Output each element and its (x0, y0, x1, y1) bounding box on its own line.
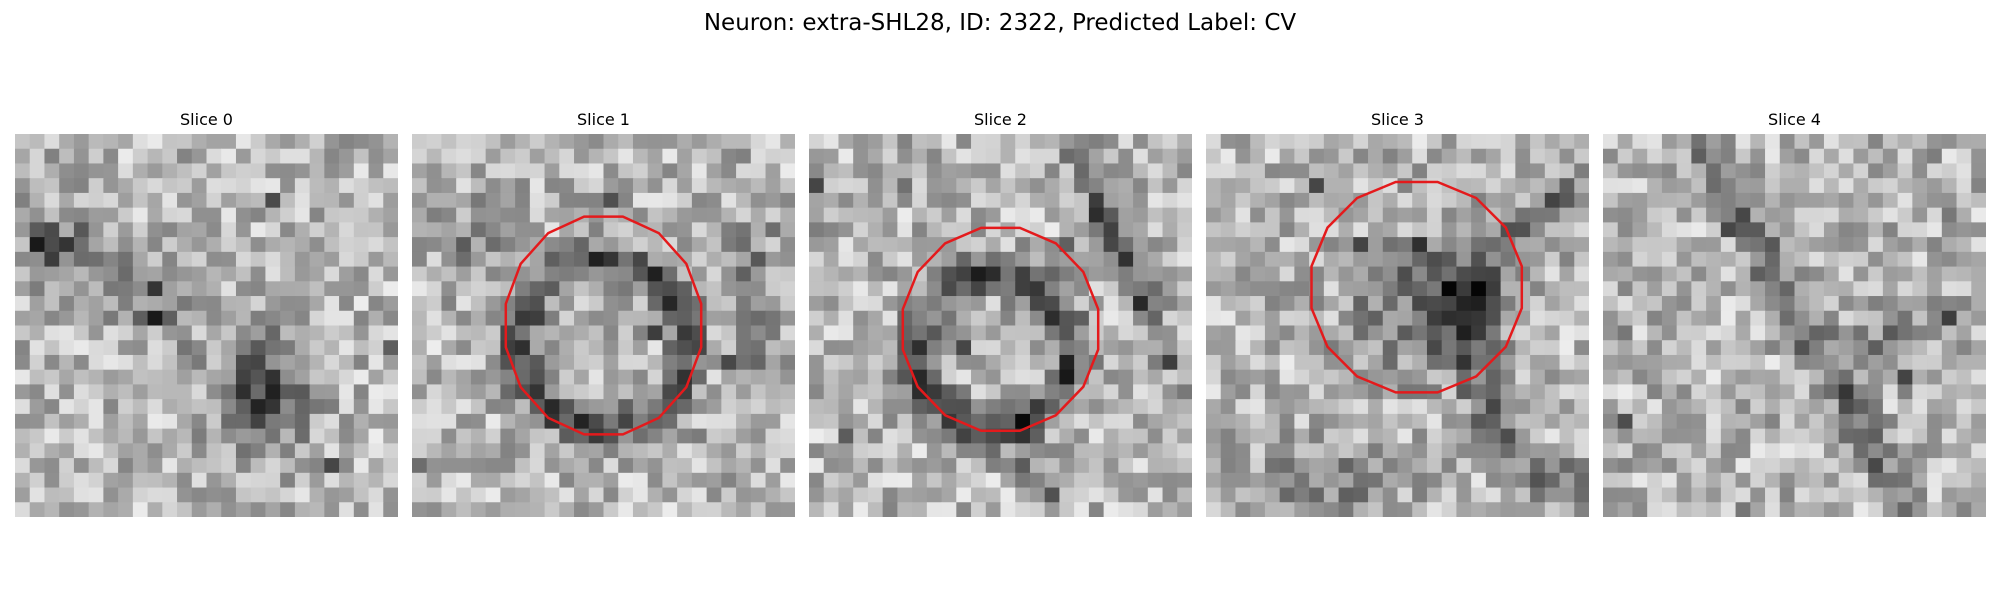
pixel-texture (15, 134, 398, 517)
pixel-texture (809, 134, 1192, 517)
slice-title-0: Slice 0 (180, 110, 233, 129)
slice-title-2: Slice 2 (974, 110, 1027, 129)
pixel-texture (412, 134, 795, 517)
slice-panel-3: Slice 3 (1206, 110, 1589, 517)
slice-image-4 (1603, 134, 1986, 517)
slice-panel-1: Slice 1 (412, 110, 795, 517)
slice-panel-2: Slice 2 (809, 110, 1192, 517)
slice-image-3 (1206, 134, 1589, 517)
slice-image-1 (412, 134, 795, 517)
slice-image-0 (15, 134, 398, 517)
slice-panel-0: Slice 0 (15, 110, 398, 517)
slice-title-1: Slice 1 (577, 110, 630, 129)
slice-title-3: Slice 3 (1371, 110, 1424, 129)
segmentation-contour (1310, 180, 1524, 394)
pixel-texture (1206, 134, 1589, 517)
segmentation-contour (901, 226, 1100, 433)
slice-title-4: Slice 4 (1768, 110, 1821, 129)
slice-image-2 (809, 134, 1192, 517)
slice-panel-4: Slice 4 (1603, 110, 1986, 517)
segmentation-contour (504, 215, 703, 436)
figure-title: Neuron: extra-SHL28, ID: 2322, Predicted… (703, 10, 1297, 36)
pixel-texture (1603, 134, 1986, 517)
